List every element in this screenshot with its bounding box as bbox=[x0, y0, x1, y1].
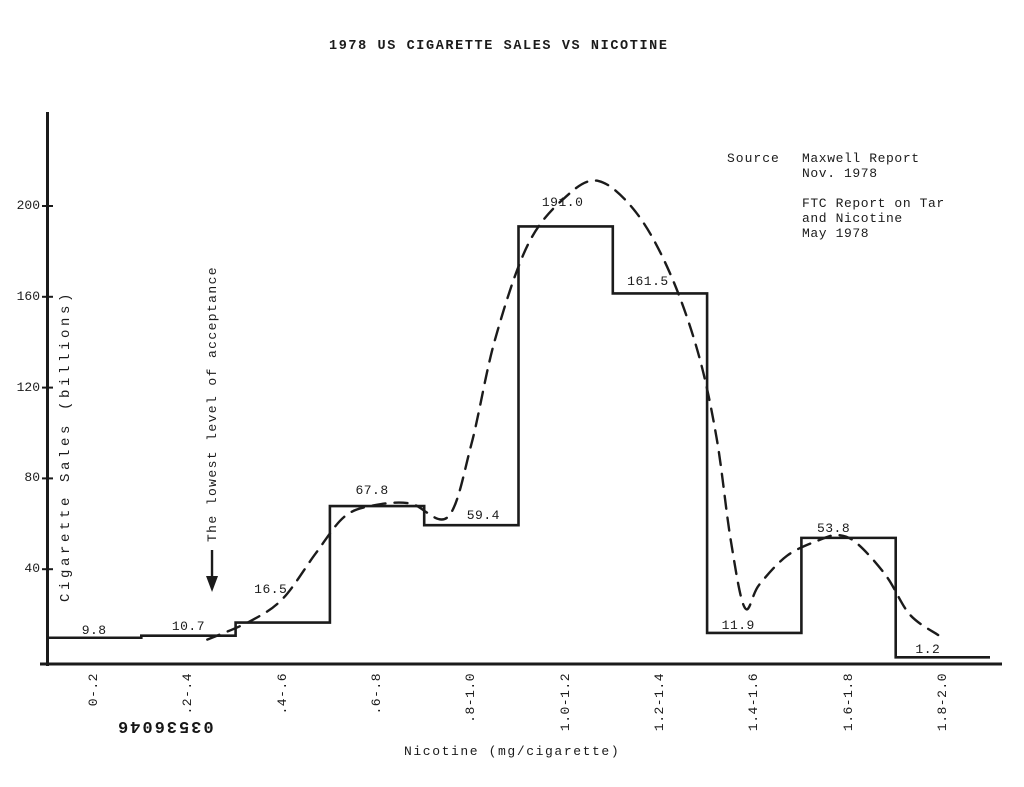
y-tick-label: 120 bbox=[16, 379, 40, 395]
y-tick-label: 160 bbox=[16, 288, 40, 304]
source-line: May 1978 bbox=[802, 226, 870, 241]
bar-value-label: 161.5 bbox=[627, 274, 669, 290]
x-axis-title: Nicotine (mg/cigarette) bbox=[404, 744, 621, 759]
chart-title: 1978 US CIGARETTE SALES VS NICOTINE bbox=[329, 39, 669, 54]
source-line: and Nicotine bbox=[802, 211, 903, 226]
x-tick-label: .8-1.0 bbox=[463, 673, 479, 723]
source-line: Nov. 1978 bbox=[802, 166, 878, 181]
histogram-step-outline bbox=[47, 225, 990, 659]
down-arrow-head bbox=[206, 576, 219, 592]
source-label: Source bbox=[727, 151, 780, 166]
x-tick-label: 1.4-1.6 bbox=[746, 673, 762, 732]
source-line: FTC Report on Tar bbox=[802, 196, 945, 211]
y-tick-label: 80 bbox=[24, 470, 40, 486]
source-line: Maxwell Report bbox=[802, 151, 920, 166]
x-tick-label: 0-.2 bbox=[86, 673, 102, 707]
x-tick-label: 1.8-2.0 bbox=[934, 673, 950, 732]
x-tick-label: 1.0-1.2 bbox=[557, 673, 573, 732]
bar-value-label: 16.5 bbox=[254, 581, 288, 597]
x-tick-label: .4-.6 bbox=[274, 673, 290, 715]
bar-value-label: 1.2 bbox=[915, 642, 941, 658]
bar-value-label: 67.8 bbox=[355, 483, 389, 499]
source-lines: Maxwell Report Nov. 1978 FTC Report on T… bbox=[802, 151, 945, 241]
x-tick-label: 1.2-1.4 bbox=[651, 673, 667, 732]
y-tick-label: 200 bbox=[16, 198, 40, 213]
bar-value-label: 53.8 bbox=[816, 520, 851, 536]
bar-value-label: 10.7 bbox=[171, 618, 206, 634]
bar-value-label: 9.8 bbox=[81, 622, 107, 638]
bar-value-label: 191.0 bbox=[541, 195, 584, 211]
x-tick-label: .6-.8 bbox=[369, 673, 385, 715]
y-tick-label: 40 bbox=[24, 561, 40, 577]
bar-value-label: 59.4 bbox=[466, 508, 500, 524]
x-tick-label: 1.6-1.8 bbox=[840, 673, 856, 732]
x-tick-label: .2-.4 bbox=[180, 673, 196, 715]
trend-curve bbox=[206, 179, 940, 641]
bar-value-label: 11.9 bbox=[721, 617, 755, 633]
